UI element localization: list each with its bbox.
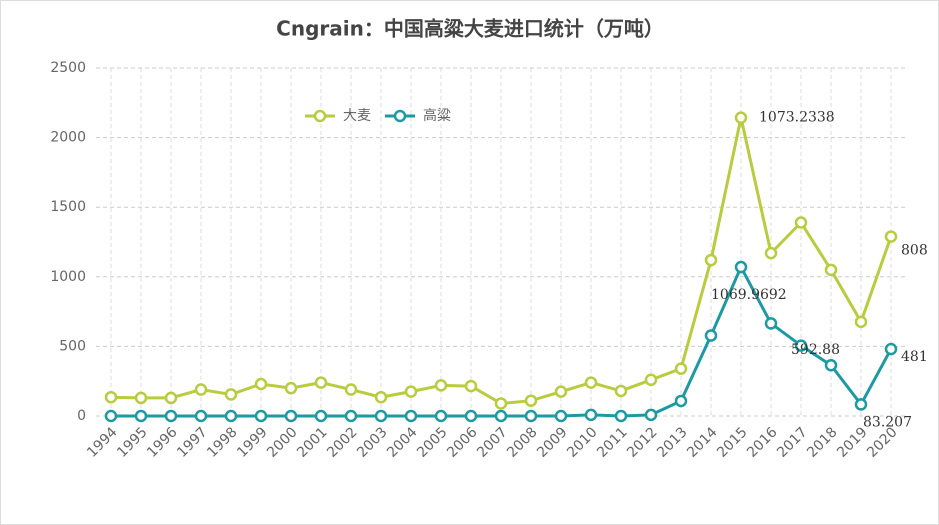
point bbox=[584, 376, 598, 389]
point bbox=[704, 329, 718, 342]
point bbox=[374, 390, 388, 404]
point bbox=[194, 383, 208, 396]
legend-label: 大麦 bbox=[343, 108, 371, 124]
point bbox=[554, 409, 568, 423]
point bbox=[284, 381, 298, 395]
legend-marker bbox=[393, 109, 407, 123]
point bbox=[824, 263, 838, 277]
legend-marker bbox=[313, 109, 327, 123]
point bbox=[254, 377, 268, 391]
point bbox=[674, 362, 688, 375]
point bbox=[314, 376, 328, 389]
point bbox=[194, 409, 208, 423]
point bbox=[644, 408, 658, 422]
value-label: 808 bbox=[901, 243, 928, 259]
y-tick-label: 2500 bbox=[50, 60, 86, 76]
point bbox=[614, 384, 628, 398]
value-label: 481 bbox=[901, 349, 928, 365]
value-label: 1073.2338 bbox=[759, 110, 835, 126]
point bbox=[824, 358, 838, 372]
point bbox=[494, 397, 508, 410]
point bbox=[434, 409, 448, 423]
point bbox=[524, 394, 538, 407]
point bbox=[164, 409, 178, 423]
point bbox=[614, 409, 628, 423]
point bbox=[794, 216, 808, 229]
point bbox=[344, 409, 358, 423]
point bbox=[404, 385, 418, 398]
point bbox=[734, 111, 748, 124]
point bbox=[854, 315, 868, 329]
point bbox=[494, 409, 508, 423]
y-tick-label: 0 bbox=[77, 408, 86, 424]
y-tick-label: 2000 bbox=[50, 130, 86, 146]
value-label: 83.207 bbox=[863, 414, 912, 430]
point bbox=[314, 409, 328, 423]
point bbox=[374, 409, 388, 423]
point bbox=[134, 409, 148, 423]
chart-title: Cngrain：中国高粱大麦进口统计（万吨） bbox=[276, 17, 664, 41]
point bbox=[884, 342, 898, 356]
point bbox=[104, 409, 118, 423]
point bbox=[704, 253, 718, 267]
point bbox=[164, 391, 178, 405]
point bbox=[584, 408, 598, 422]
y-tick-label: 500 bbox=[59, 338, 86, 354]
point bbox=[344, 383, 358, 396]
point bbox=[284, 409, 298, 423]
legend-label: 高粱 bbox=[423, 107, 451, 124]
point bbox=[884, 230, 898, 243]
point bbox=[734, 260, 748, 274]
value-label: 592.88 bbox=[791, 342, 840, 358]
y-tick-label: 1500 bbox=[50, 199, 86, 215]
point bbox=[764, 317, 778, 330]
y-tick-label: 1000 bbox=[50, 269, 86, 285]
point bbox=[104, 390, 118, 404]
point bbox=[764, 246, 778, 260]
point bbox=[644, 373, 658, 387]
point bbox=[434, 379, 448, 392]
point bbox=[404, 409, 418, 423]
point bbox=[854, 398, 868, 411]
point bbox=[224, 409, 238, 423]
point bbox=[464, 409, 478, 423]
point bbox=[554, 385, 568, 398]
point bbox=[794, 339, 808, 352]
point bbox=[524, 409, 538, 423]
value-label: 1069.9692 bbox=[711, 287, 787, 303]
point bbox=[254, 409, 268, 423]
point bbox=[134, 391, 148, 405]
point bbox=[224, 388, 238, 401]
point bbox=[674, 394, 688, 408]
point bbox=[464, 379, 478, 393]
